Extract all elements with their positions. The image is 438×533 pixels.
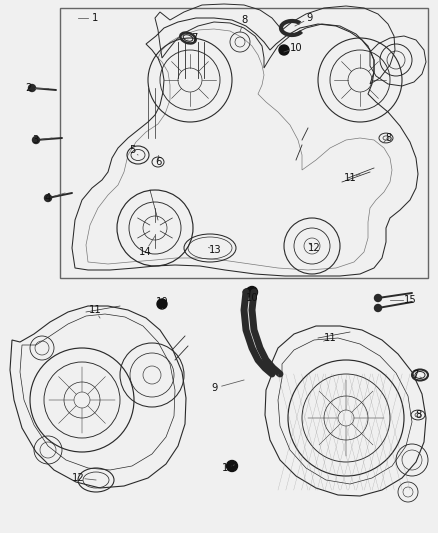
Text: 7: 7 <box>412 370 418 380</box>
Text: 2: 2 <box>25 83 31 93</box>
Ellipse shape <box>243 288 257 296</box>
Polygon shape <box>244 310 254 330</box>
Text: 11: 11 <box>88 305 101 315</box>
Polygon shape <box>244 292 254 310</box>
Circle shape <box>32 136 39 143</box>
Polygon shape <box>252 348 266 360</box>
Text: 10: 10 <box>246 293 258 303</box>
Circle shape <box>279 45 289 55</box>
Text: 6: 6 <box>155 157 161 167</box>
Bar <box>60 8 428 278</box>
Circle shape <box>226 461 237 472</box>
Text: 8: 8 <box>385 133 391 143</box>
Text: 12: 12 <box>72 473 85 483</box>
Text: 8: 8 <box>241 15 247 25</box>
Text: 15: 15 <box>404 295 417 305</box>
Text: 12: 12 <box>307 243 320 253</box>
Text: 9: 9 <box>212 383 218 393</box>
Polygon shape <box>258 360 273 368</box>
Text: 11: 11 <box>344 173 357 183</box>
Text: 10: 10 <box>290 43 302 53</box>
Circle shape <box>157 299 167 309</box>
Circle shape <box>374 304 381 311</box>
Text: 5: 5 <box>129 145 135 155</box>
Text: 10: 10 <box>155 297 168 307</box>
Text: 1: 1 <box>92 13 98 23</box>
Text: 3: 3 <box>32 135 38 145</box>
Polygon shape <box>246 330 260 348</box>
Circle shape <box>28 85 35 92</box>
Text: 7: 7 <box>191 33 197 43</box>
Circle shape <box>247 287 258 297</box>
Text: 11: 11 <box>324 333 336 343</box>
Polygon shape <box>265 368 280 374</box>
Text: 10: 10 <box>222 463 234 473</box>
Text: 13: 13 <box>208 245 221 255</box>
Circle shape <box>374 295 381 302</box>
Text: 8: 8 <box>415 410 421 420</box>
Text: 4: 4 <box>45 193 51 203</box>
Text: 9: 9 <box>307 13 313 23</box>
Circle shape <box>45 195 52 201</box>
Text: 14: 14 <box>139 247 151 257</box>
